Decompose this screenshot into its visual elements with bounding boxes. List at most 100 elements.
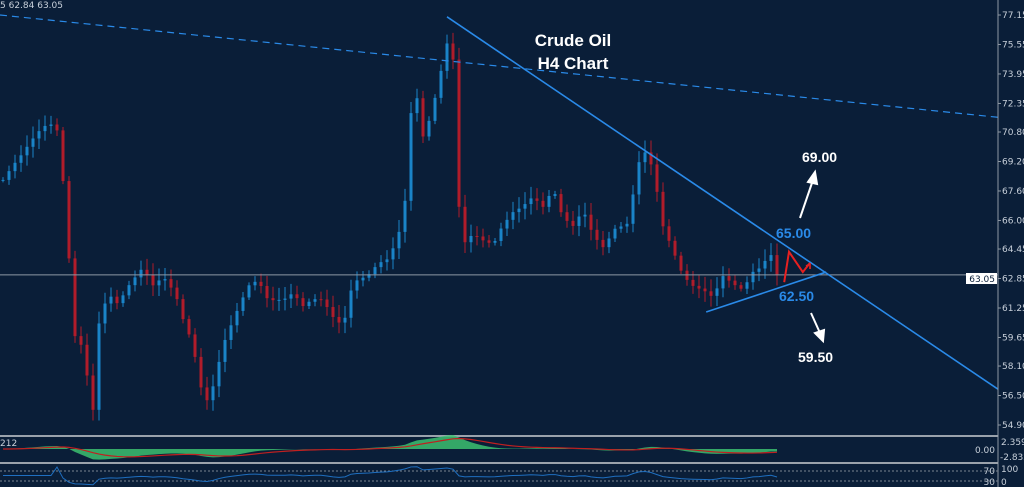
candle-body (211, 386, 215, 401)
candle-body (331, 307, 335, 317)
y-tick-label: 56.50 (1002, 392, 1024, 402)
candle-body (259, 281, 263, 286)
candle-body (745, 282, 749, 289)
y-tick-label: 62.85 (1002, 275, 1024, 285)
macd-panel-separator[interactable] (0, 435, 998, 437)
candle-body (217, 361, 221, 387)
macd-max-label: 2.359 (1001, 438, 1024, 448)
current-price-box (966, 273, 997, 284)
candle-body (553, 194, 557, 196)
candle-body (103, 303, 107, 324)
candle-body (91, 375, 95, 410)
candle-body (619, 226, 623, 229)
candle-body (475, 236, 479, 238)
candle-body (25, 146, 29, 156)
y-tick-label: 67.60 (1002, 187, 1024, 197)
candle-body (733, 280, 737, 286)
target-down-label: 59.50 (798, 349, 833, 365)
candle-body (769, 255, 773, 261)
candle-body (223, 339, 227, 362)
candle-body (727, 276, 731, 281)
candle-body (397, 231, 401, 249)
candle-body (19, 155, 23, 163)
candle-body (373, 267, 377, 275)
candle-body (403, 200, 407, 232)
candle-body (13, 162, 17, 172)
candle-body (265, 285, 269, 299)
resistance-label: 65.00 (776, 225, 811, 241)
support-label: 62.50 (779, 288, 814, 304)
candle-body (325, 299, 329, 308)
macd-zero-label: 0.00 (975, 446, 995, 456)
candle-body (763, 260, 767, 269)
candle-body (157, 280, 161, 286)
ascending-support-trendline[interactable] (705, 271, 827, 313)
candle-body (511, 212, 515, 220)
candle-body (133, 277, 137, 286)
rsi-70-label: 70 (984, 467, 996, 477)
candle-body (601, 239, 605, 248)
candle-body (433, 97, 437, 121)
rsi-100-label: 100 (1001, 465, 1018, 475)
target-up-label: 69.00 (802, 149, 837, 165)
candle-body (697, 285, 701, 289)
candle-body (571, 220, 575, 226)
candle-body (631, 194, 635, 224)
macd-panel (0, 435, 778, 460)
descending-resistance-trendline[interactable] (446, 16, 999, 390)
candle-body (775, 255, 779, 276)
candle-body (235, 310, 239, 326)
candle-body (379, 262, 383, 268)
candle-body (481, 236, 485, 241)
y-tick-label: 64.45 (1002, 245, 1024, 255)
rsi-0-label: 0 (1001, 478, 1007, 487)
candle-body (469, 236, 473, 243)
candle-body (283, 298, 287, 300)
candle-body (463, 206, 467, 243)
candle-body (49, 124, 53, 126)
candle-body (343, 317, 347, 323)
current-price-label: 63.05 (969, 275, 995, 285)
candle-body (169, 279, 173, 288)
candle-body (589, 214, 593, 230)
y-tick-label: 77.15 (1002, 11, 1024, 21)
candle-body (7, 171, 11, 180)
candle-body (451, 43, 455, 60)
candle-body (121, 295, 125, 304)
candle-body (709, 291, 713, 296)
y-tick-label: 66.00 (1002, 216, 1024, 226)
candle-body (97, 323, 101, 410)
candle-body (289, 294, 293, 299)
long-term-dashed-trendline[interactable] (0, 14, 998, 118)
macd-min-label: -2.832 (1000, 453, 1024, 463)
candle-body (139, 269, 143, 278)
y-tick-label: 69.20 (1002, 157, 1024, 167)
candle-body (349, 290, 353, 318)
candle-body (115, 296, 119, 304)
y-tick-label: 59.65 (1002, 333, 1024, 343)
candle-body (499, 228, 503, 241)
rsi-panel-separator[interactable] (0, 462, 998, 464)
ohlc-readout: 5 62.84 63.05 (0, 1, 63, 11)
rsi-line (3, 466, 778, 486)
projection-path (783, 249, 811, 283)
candle-body (337, 316, 341, 323)
candle-body (409, 113, 413, 201)
candle-body (55, 124, 59, 131)
chart-subtitle: H4 Chart (538, 54, 609, 73)
price-axis[interactable]: 77.15 75.55 73.95 72.35 70.80 69.20 67.60 66.00… (998, 11, 1024, 431)
candle-body (547, 195, 551, 207)
candle-body (667, 226, 671, 241)
candle-body (427, 120, 431, 137)
candle-body (529, 198, 533, 205)
y-tick-label: 75.55 (1002, 40, 1024, 50)
candle-body (271, 298, 275, 301)
chart-title: Crude Oil (535, 31, 612, 50)
candle-body (439, 70, 443, 98)
candle-body (643, 152, 647, 163)
candle-body (385, 259, 389, 263)
candle-body (739, 285, 743, 289)
candle-body (319, 299, 323, 301)
candle-body (751, 271, 755, 283)
candle-body (583, 214, 587, 217)
